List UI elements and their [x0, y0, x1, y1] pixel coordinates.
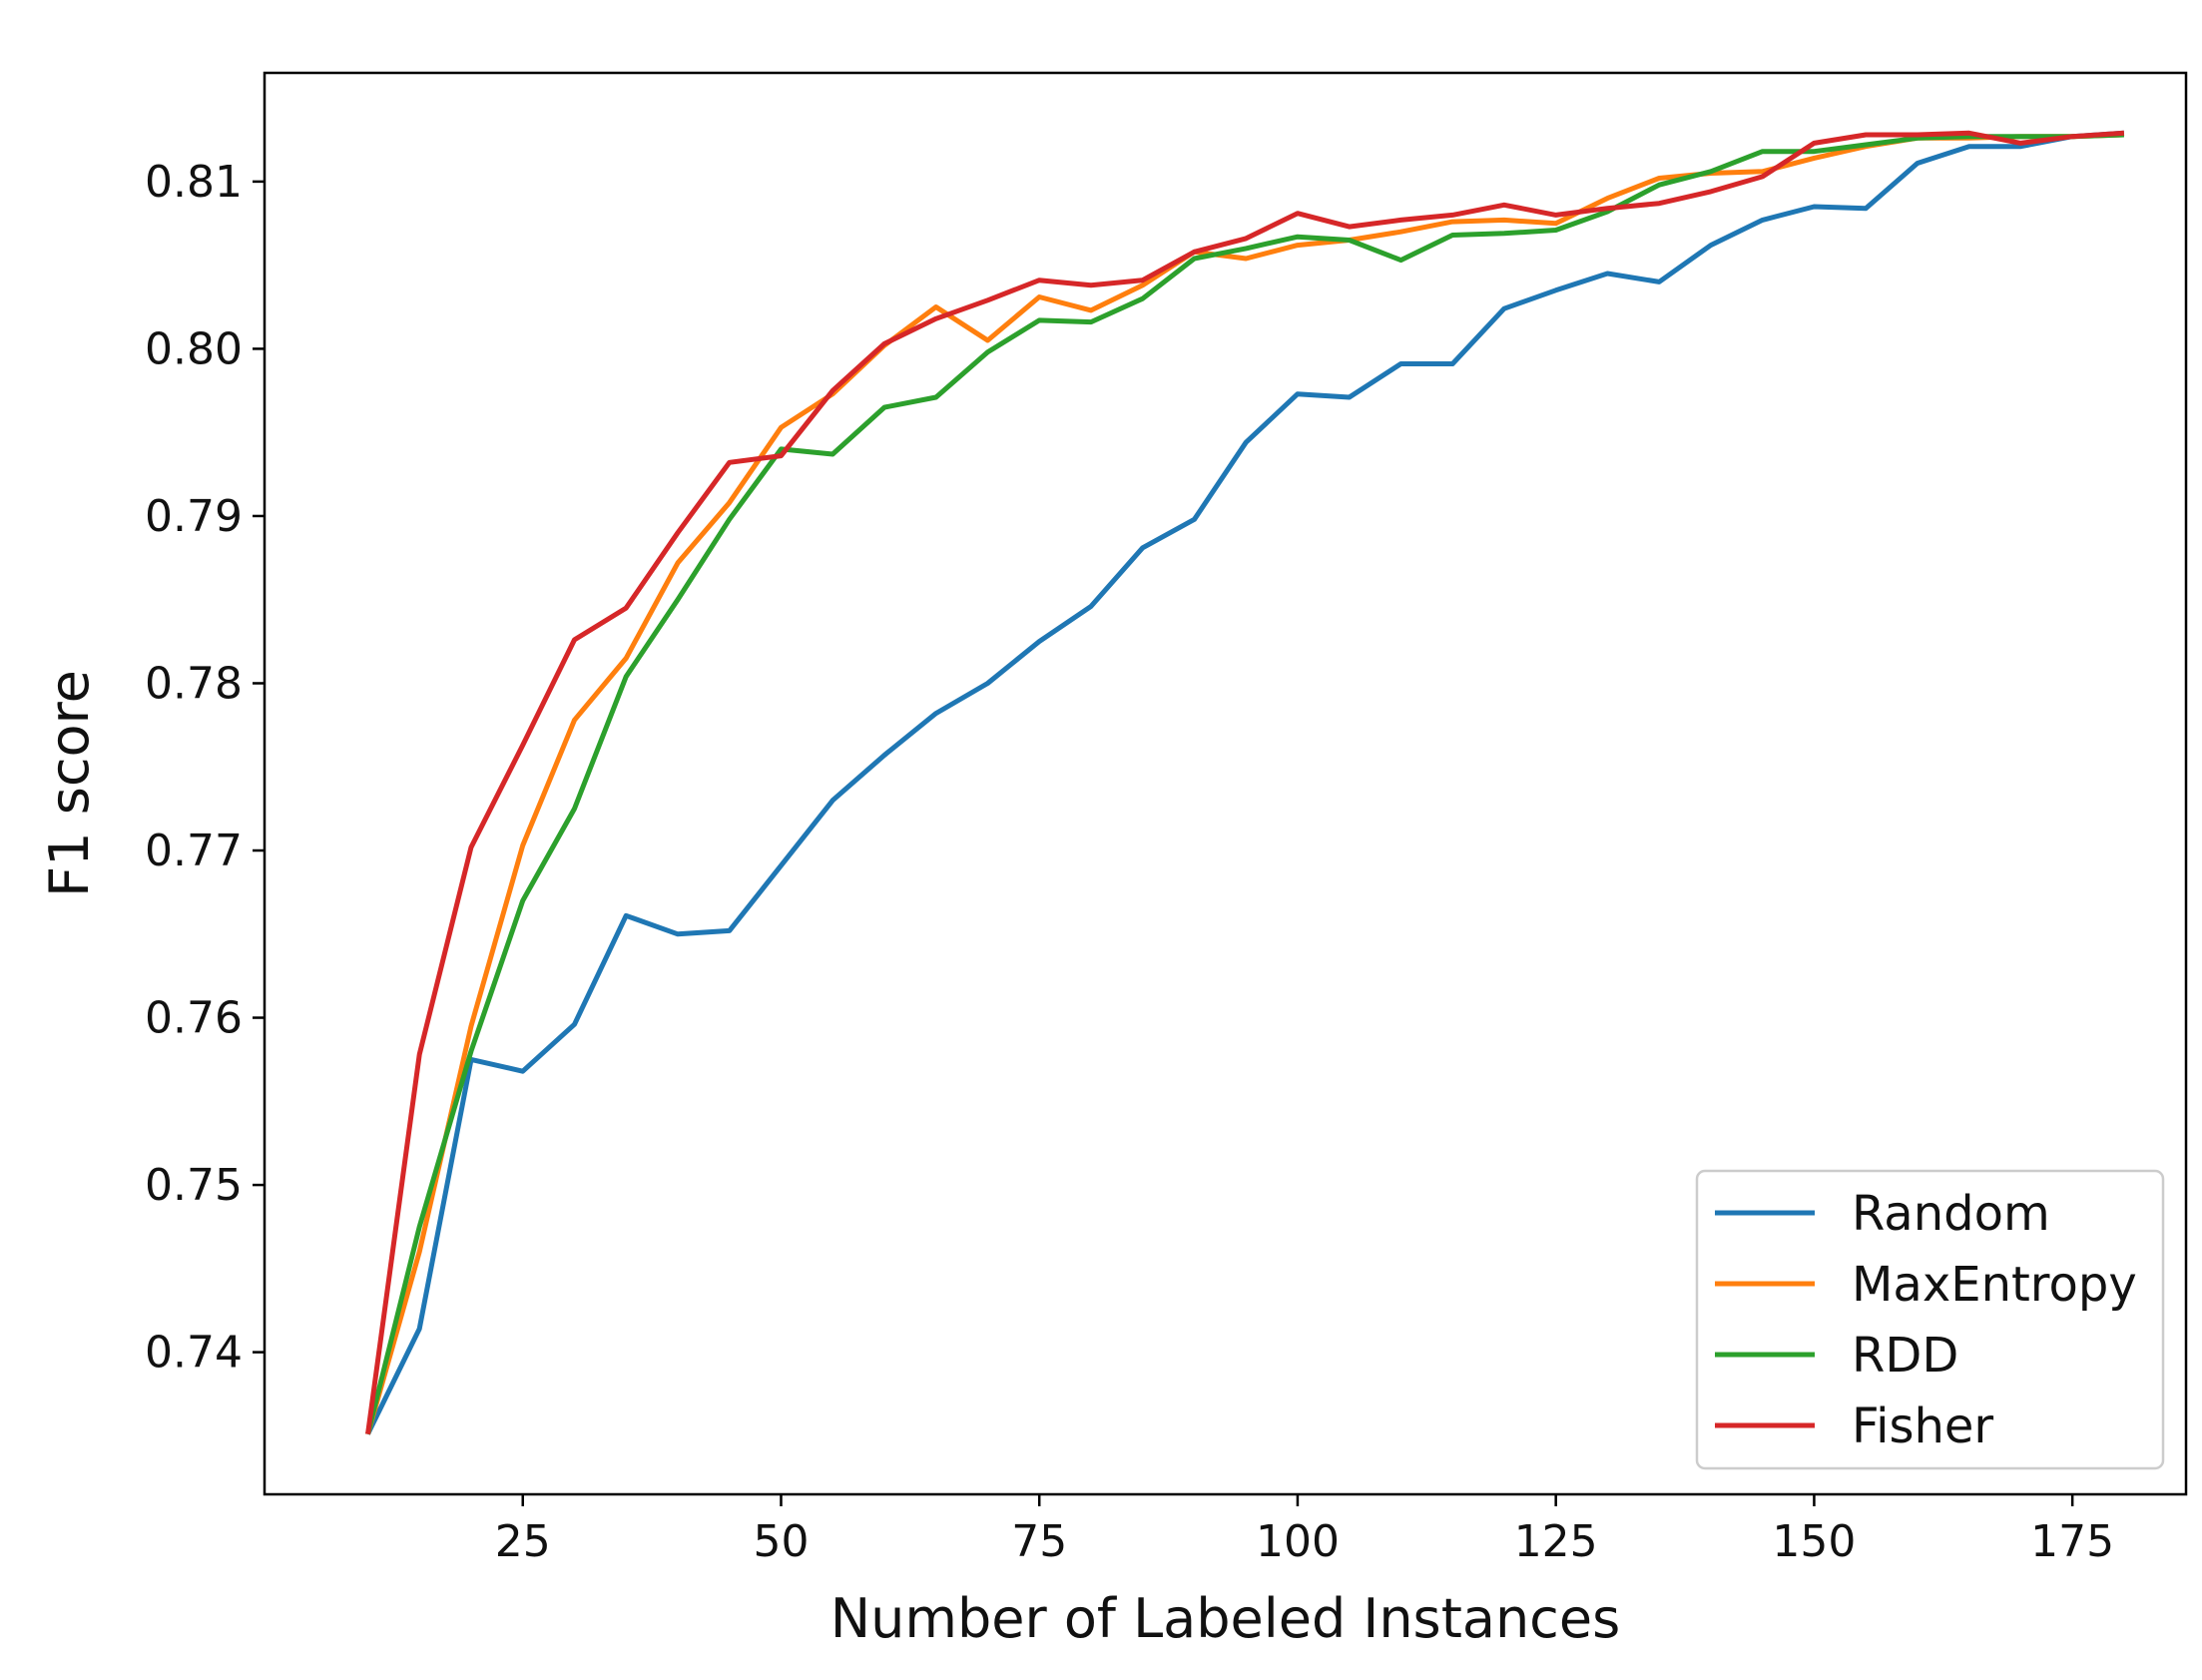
series-line-maxentropy [365, 132, 2124, 1435]
x-tick-label: 175 [2030, 1516, 2114, 1567]
x-tick-label: 125 [1514, 1516, 1598, 1567]
legend-label-maxentropy: MaxEntropy [1852, 1257, 2137, 1313]
plot-area-frame [263, 71, 2188, 1496]
y-tick-label: 0.74 [145, 1328, 243, 1379]
legend-label-fisher: Fisher [1852, 1399, 1993, 1454]
y-tick-label: 0.79 [145, 491, 243, 542]
series-layer [365, 130, 2125, 1435]
x-tick-label: 50 [753, 1516, 809, 1567]
y-tick-label: 0.80 [145, 323, 243, 374]
legend-label-random: Random [1852, 1186, 2050, 1242]
series-line-random [365, 130, 2125, 1435]
y-axis-ticks: 0.74 0.75 0.76 0.77 0.78 0.79 0.80 0.81 [145, 157, 265, 1379]
x-tick-label: 150 [1772, 1516, 1856, 1567]
series-line-rdd [365, 132, 2124, 1435]
series-line-fisher [365, 130, 2125, 1435]
x-axis-title: Number of Labeled Instances [830, 1587, 1620, 1650]
y-axis-title: F1 score [38, 670, 101, 897]
legend-label-rdd: RDD [1852, 1328, 1958, 1384]
y-tick-label: 0.81 [145, 157, 243, 208]
y-tick-label: 0.78 [145, 658, 243, 709]
y-tick-label: 0.77 [145, 826, 243, 876]
x-axis-ticks: 25 50 75 100 125 150 175 [495, 1494, 2114, 1567]
legend-box [1695, 1169, 2165, 1470]
x-tick-label: 75 [1011, 1516, 1067, 1567]
x-tick-label: 25 [495, 1516, 551, 1567]
legend: Random MaxEntropy RDD Fisher [1695, 1169, 2165, 1470]
y-tick-label: 0.76 [145, 993, 243, 1044]
x-tick-label: 100 [1256, 1516, 1340, 1567]
y-tick-label: 0.75 [145, 1160, 243, 1211]
